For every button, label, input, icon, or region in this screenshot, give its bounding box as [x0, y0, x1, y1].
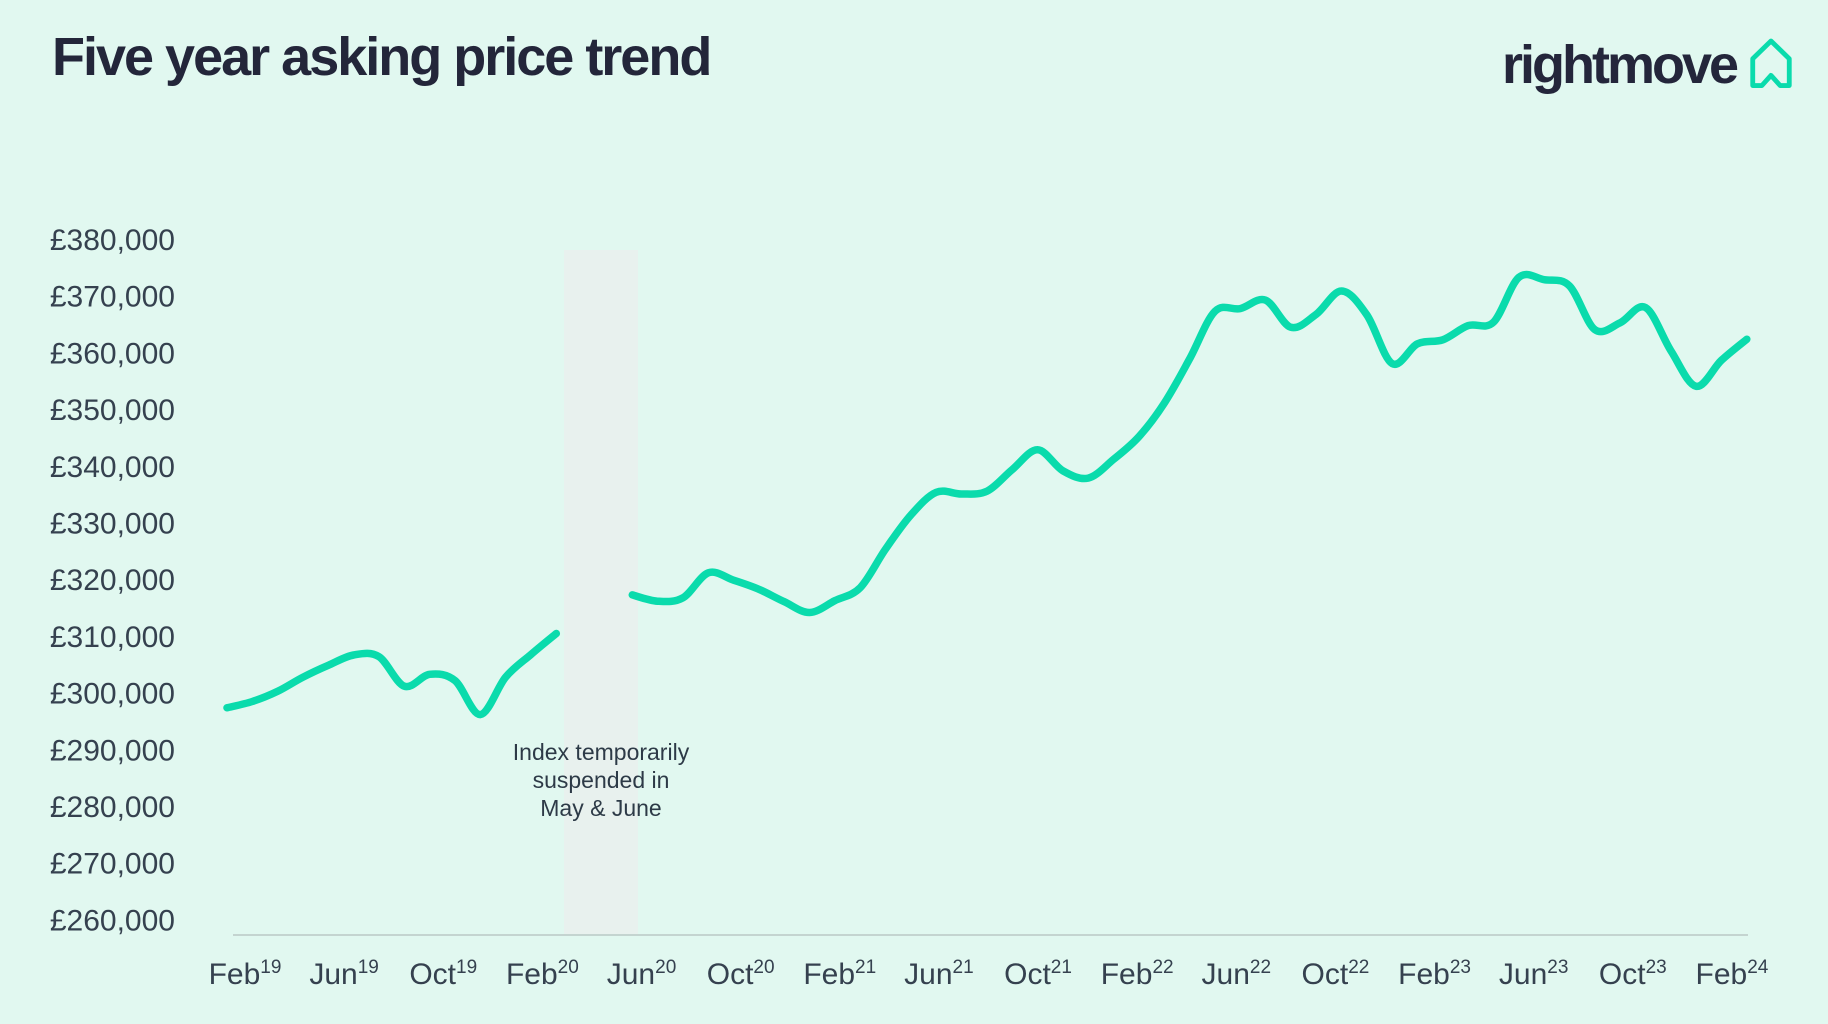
y-axis-label: £310,000: [50, 621, 175, 654]
x-axis-label: Jun19: [309, 957, 379, 991]
x-axis-label: Jun23: [1499, 957, 1569, 991]
suspension-band: [564, 250, 638, 935]
suspension-annotation-line3: May & June: [540, 795, 662, 821]
y-axis-label: £330,000: [50, 508, 175, 541]
x-axis-label: Feb23: [1398, 957, 1471, 991]
suspension-annotation: Index temporarily suspended in May & Jun…: [471, 738, 731, 822]
x-axis-label: Oct20: [707, 957, 775, 991]
x-axis-label: Oct21: [1004, 957, 1072, 991]
y-axis-label: £340,000: [50, 451, 175, 484]
price-trend-line-segment-2: [628, 270, 1751, 617]
suspension-annotation-line2: suspended in: [532, 767, 670, 793]
price-trend-line-segment-1: [223, 629, 561, 719]
y-axis-label: £380,000: [50, 224, 175, 257]
house-icon: [1744, 34, 1798, 97]
y-axis-label: £320,000: [50, 564, 175, 597]
suspension-annotation-line1: Index temporarily: [512, 739, 690, 765]
x-axis-label: Feb20: [506, 957, 579, 991]
y-axis-label: £280,000: [50, 791, 175, 824]
x-axis-label: Jun22: [1202, 957, 1272, 991]
x-axis-label: Oct23: [1599, 957, 1667, 991]
y-axis-label: £270,000: [50, 848, 175, 881]
y-axis-label: £300,000: [50, 678, 175, 711]
x-axis-label: Feb21: [803, 957, 876, 991]
rightmove-logo-text: rightmove: [1502, 35, 1739, 95]
y-axis-label: £360,000: [50, 337, 175, 370]
x-axis-label: Feb22: [1101, 957, 1174, 991]
x-axis-label: Jun21: [904, 957, 974, 991]
y-axis-label: £260,000: [50, 904, 175, 937]
y-axis-label: £370,000: [50, 281, 175, 314]
page-title: Five year asking price trend: [52, 27, 712, 87]
x-axis-label: Oct22: [1302, 957, 1370, 991]
x-axis-label: Feb24: [1696, 957, 1769, 991]
y-axis-label: £290,000: [50, 734, 175, 767]
rightmove-logo: rightmove: [1502, 36, 1798, 97]
y-axis-label: £350,000: [50, 394, 175, 427]
x-axis-label: Oct19: [409, 957, 477, 991]
x-axis-label: Feb19: [209, 957, 282, 991]
x-axis-label: Jun20: [607, 957, 677, 991]
